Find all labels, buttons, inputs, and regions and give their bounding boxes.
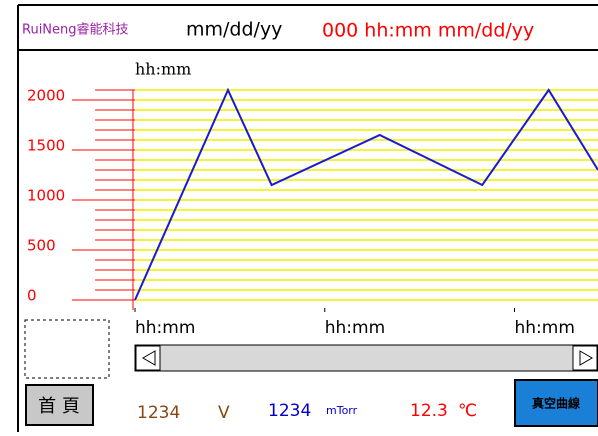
home-button[interactable]	[25, 384, 94, 426]
arrow-right	[579, 350, 593, 366]
x-tick-label: hh:mm	[135, 318, 195, 338]
home-button-label: 首 頁	[38, 396, 80, 417]
brand: RuiNeng睿能科技	[22, 23, 129, 38]
date: mm/dd/yy	[186, 19, 282, 41]
voltage: 1234	[137, 403, 180, 423]
placeholder-box	[24, 319, 110, 379]
curve-button-label: 真空曲線	[532, 396, 580, 411]
pressure-unit: mTorr	[326, 404, 358, 417]
y-tick-label: 1000	[27, 187, 65, 205]
x-tick-label: hh:mm	[325, 318, 385, 338]
y-tick-label: 0	[27, 287, 37, 305]
x-tick-label: hh:mm	[515, 318, 575, 338]
temperature-unit: ℃	[458, 401, 477, 421]
scroll-right[interactable]	[572, 345, 598, 371]
trend-chart: 0 500 1000 1500 2000 hh:mm hh:mm hh:mm	[27, 87, 598, 338]
trend-line	[134, 87, 598, 301]
y-tick-label: 500	[27, 237, 56, 255]
scroll-left[interactable]	[135, 345, 161, 371]
scrollbar[interactable]	[134, 344, 598, 372]
status: 000 hh:mm mm/dd/yy	[322, 20, 534, 42]
chart-title: hh:mm	[135, 60, 191, 79]
pressure: 1234	[268, 401, 311, 421]
arrow-left	[142, 350, 156, 366]
y-tick-label: 2000	[27, 87, 65, 105]
y-tick-label: 1500	[27, 137, 65, 155]
temperature: 12.3	[410, 401, 448, 421]
voltage-unit: V	[218, 403, 230, 423]
curve-button[interactable]	[514, 379, 598, 427]
